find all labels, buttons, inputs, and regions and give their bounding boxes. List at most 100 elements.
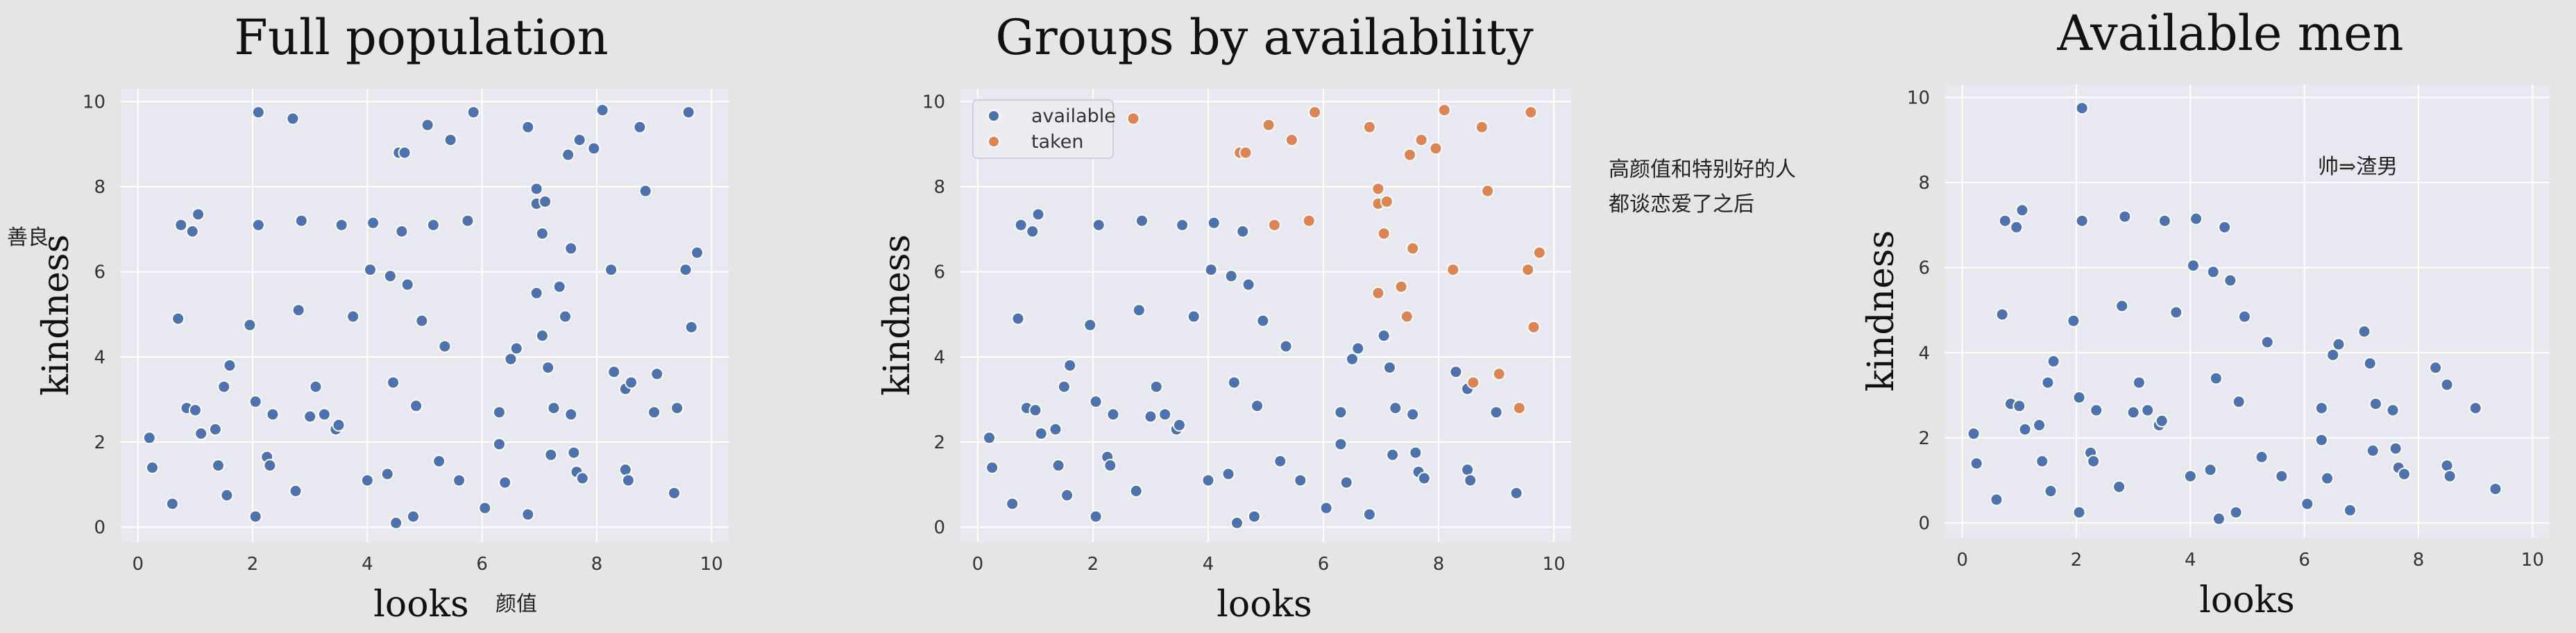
scatter-point: [2169, 305, 2183, 319]
scatter-point: [289, 484, 303, 498]
chart-title: Full population: [234, 9, 608, 66]
scatter-point-available: [1106, 407, 1120, 421]
y-tick-label: 4: [1918, 343, 1930, 364]
x-axis-label: looks: [1217, 584, 1312, 625]
scatter-point-taken: [1446, 263, 1460, 277]
scatter-point-available: [1464, 473, 1477, 487]
scatter-point: [2183, 469, 2197, 483]
scatter-point-taken: [1475, 120, 1489, 134]
scatter-point-available: [1089, 395, 1103, 409]
scatter-point: [291, 303, 305, 317]
scatter-point-available: [1449, 365, 1463, 379]
y-tick-label: 8: [94, 177, 105, 198]
scatter-point: [363, 263, 377, 277]
scatter-point: [604, 263, 618, 277]
y-tick-label: 0: [1918, 514, 1930, 534]
scatter-point: [492, 437, 506, 451]
scatter-point-available: [1294, 473, 1307, 487]
scatter-point: [400, 278, 414, 292]
scatter-point: [2132, 375, 2146, 389]
scatter-point: [171, 312, 185, 326]
scatter-point: [2075, 101, 2089, 115]
annotation-note-line1: 高颜值和特别好的人: [1609, 158, 1796, 182]
scatter-point: [185, 224, 199, 238]
scatter-point: [452, 473, 466, 487]
y-axis-label: kindness: [1861, 230, 1902, 392]
scatter-point: [421, 118, 434, 132]
scatter-point-available: [1279, 339, 1293, 353]
scatter-point: [2300, 497, 2314, 511]
scatter-point: [544, 448, 558, 462]
scatter-point-available: [1083, 318, 1097, 332]
scatter-point-taken: [1302, 214, 1316, 228]
scatter-point: [2115, 299, 2129, 313]
scatter-point-available: [1158, 407, 1172, 421]
scatter-point: [383, 269, 397, 283]
y-tick-label: 2: [1918, 428, 1930, 449]
scatter-point-available: [1129, 484, 1143, 498]
scatter-point: [294, 214, 308, 228]
scatter-point-available: [1251, 399, 1264, 413]
scatter-point: [2112, 480, 2126, 493]
y-tick-label: 6: [1918, 258, 1930, 279]
scatter-point: [2232, 395, 2246, 409]
scatter-point: [142, 431, 156, 445]
scatter-point: [618, 463, 632, 477]
scatter-point: [395, 224, 409, 238]
scatter-point-available: [1135, 214, 1149, 228]
scatter-point: [2067, 314, 2081, 328]
scatter-point-available: [1409, 446, 1423, 459]
scatter-point-available: [1346, 352, 1359, 366]
scatter-point-available: [1034, 427, 1048, 441]
scatter-point: [535, 329, 549, 343]
x-tick-label: 4: [1203, 554, 1214, 575]
scatter-point: [2260, 335, 2274, 349]
scatter-point: [2072, 505, 2086, 519]
y-tick-label: 10: [922, 92, 945, 112]
scatter-point: [2314, 401, 2328, 415]
y-tick-label: 8: [933, 177, 945, 198]
scatter-point: [667, 486, 681, 500]
scatter-point-available: [1026, 224, 1040, 238]
scatter-point-available: [1060, 489, 1074, 503]
scatter-point-available: [985, 461, 999, 475]
scatter-point: [529, 182, 543, 196]
scatter-point-available: [1204, 263, 1218, 277]
scatter-point-available: [1236, 224, 1250, 238]
scatter-point-available: [1014, 218, 1028, 232]
scatter-point-taken: [1362, 120, 1376, 134]
scatter-point: [303, 410, 317, 423]
scatter-point: [165, 497, 179, 511]
tick-labels: 0 2 4 6 8 10 0 2 4 6 8 10: [922, 92, 1566, 575]
scatter-point: [2209, 371, 2223, 385]
scatter-point-taken: [1429, 142, 1443, 155]
scatter-point-available: [1132, 303, 1146, 317]
x-tick-label: 6: [476, 554, 488, 575]
scatter-point: [2203, 463, 2217, 477]
scatter-point: [564, 242, 578, 255]
x-tick-label: 8: [1433, 554, 1445, 575]
scatter-point: [2440, 459, 2454, 473]
scatter-points: [1967, 101, 2502, 525]
scatter-point: [2443, 469, 2457, 483]
scatter-point-taken: [1406, 242, 1420, 255]
scatter-point-available: [1227, 375, 1241, 389]
y-tick-label: 8: [1918, 173, 1930, 194]
scatter-point: [1967, 427, 1981, 441]
scatter-point-taken: [1262, 118, 1276, 132]
y-tick-label: 10: [1907, 87, 1930, 108]
scatter-point: [2126, 405, 2140, 419]
scatter-point: [2489, 482, 2502, 496]
scatter-point: [2141, 403, 2155, 417]
scatter-point-taken: [1512, 401, 1526, 415]
chart-title: Available men: [2056, 5, 2403, 62]
scatter-point-available: [1247, 509, 1261, 523]
scatter-point: [621, 473, 635, 487]
y-tick-label: 2: [94, 432, 105, 453]
scatter-point-taken: [1466, 375, 1480, 389]
scatter-point-available: [1339, 475, 1353, 489]
scatter-point: [2033, 419, 2047, 432]
scatter-point-taken: [1414, 133, 1428, 147]
scatter-point: [466, 106, 480, 119]
scatter-point-taken: [1239, 146, 1253, 160]
